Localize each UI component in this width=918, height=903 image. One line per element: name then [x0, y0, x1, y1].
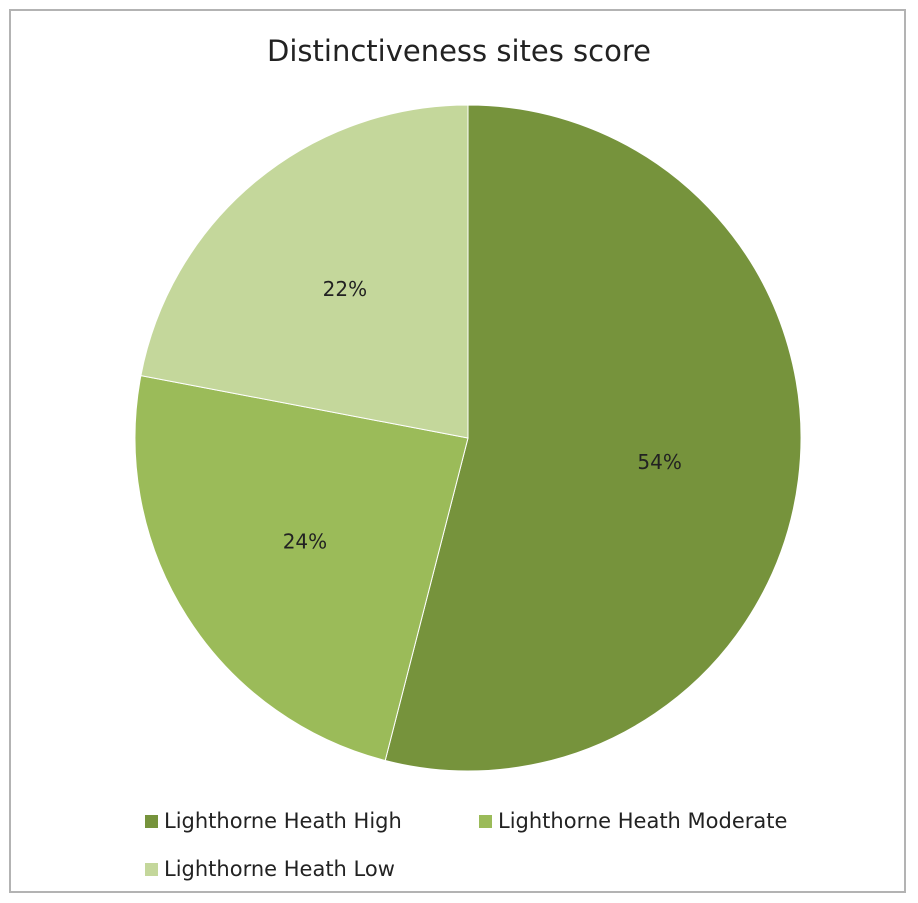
pie-slice-moderate: [134, 375, 469, 762]
legend-item-low: Lighthorne Heath Low: [145, 857, 395, 881]
data-label-high: 54%: [637, 450, 681, 474]
legend-label-high: Lighthorne Heath High: [164, 809, 402, 833]
legend-swatch-moderate: [479, 814, 492, 828]
pie-slice-high: [384, 104, 802, 772]
legend-label-moderate: Lighthorne Heath Moderate: [498, 809, 788, 833]
legend-item-high: Lighthorne Heath High: [145, 809, 402, 833]
legend-item-moderate: Lighthorne Heath Moderate: [479, 809, 787, 833]
legend-label-low: Lighthorne Heath Low: [164, 857, 395, 881]
legend-swatch-low: [145, 862, 158, 876]
data-label-low: 22%: [323, 277, 367, 301]
legend-swatch-high: [145, 814, 158, 828]
pie-slice-low: [140, 104, 469, 439]
data-label-moderate: 24%: [283, 529, 327, 553]
chart-title: Distinctiveness sites score: [267, 34, 651, 68]
